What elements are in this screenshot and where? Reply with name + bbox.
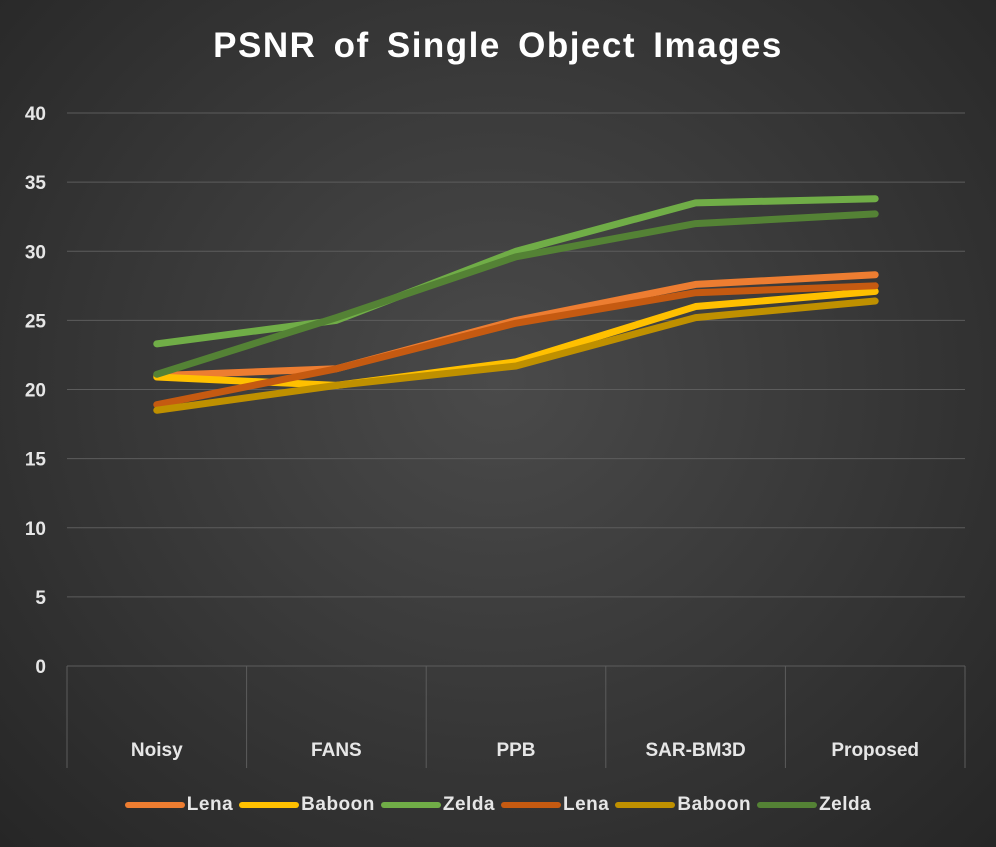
y-tick-label: 30	[25, 242, 46, 263]
legend-label: Zelda	[442, 794, 495, 815]
series-lines	[153, 195, 879, 414]
series-line-2	[153, 195, 879, 348]
legend-item: Lena	[501, 794, 609, 816]
legend-label: Zelda	[819, 794, 872, 815]
legend-swatch	[380, 802, 441, 808]
legend-item: Zelda	[380, 794, 495, 816]
legend: Lena Baboon Zelda Lena Baboon Zelda	[0, 790, 996, 820]
legend-swatch	[124, 802, 185, 808]
legend-item: Zelda	[757, 794, 871, 816]
y-tick-label: 25	[25, 311, 47, 332]
x-category-label: SAR-BM3D	[645, 740, 745, 761]
y-tick-label: 35	[25, 173, 47, 194]
series-line-5	[153, 210, 879, 378]
series-line-3	[153, 282, 879, 409]
series-line-4	[153, 297, 879, 414]
gridlines	[67, 112, 965, 667]
legend-item: Lena	[124, 794, 234, 816]
line-chart: 0 5 10 15 20 25 30 35 40 Noisy FANS PPB SAR-BM3D Pro…	[25, 104, 966, 768]
y-tick-label: 0	[35, 657, 46, 678]
legend-swatch	[615, 802, 676, 808]
y-tick-label: 20	[25, 381, 46, 402]
legend-label: Lena	[563, 794, 610, 815]
legend-swatch	[501, 802, 561, 808]
y-tick-label: 40	[25, 104, 46, 125]
x-axis-category-labels: Noisy FANS PPB SAR-BM3D Proposed	[131, 740, 919, 761]
y-tick-label: 5	[35, 588, 46, 609]
legend-item: Baboon	[615, 794, 751, 816]
legend-swatch	[239, 802, 300, 808]
legend-label: Baboon	[301, 794, 375, 815]
x-category-label: Noisy	[131, 740, 183, 761]
legend-item: Baboon	[239, 794, 375, 816]
legend-swatch	[757, 802, 818, 808]
chart-title: PSNR of Single Object Images	[213, 26, 783, 65]
x-category-label: FANS	[311, 740, 362, 761]
y-tick-label: 15	[25, 450, 47, 471]
category-separators	[66, 666, 966, 768]
legend-label: Baboon	[677, 794, 752, 815]
legend-label: Lena	[186, 794, 234, 815]
y-tick-label: 10	[25, 519, 46, 540]
x-category-label: Proposed	[831, 740, 919, 761]
x-category-label: PPB	[496, 740, 535, 761]
y-axis-tick-labels: 0 5 10 15 20 25 30 35 40	[25, 104, 47, 678]
